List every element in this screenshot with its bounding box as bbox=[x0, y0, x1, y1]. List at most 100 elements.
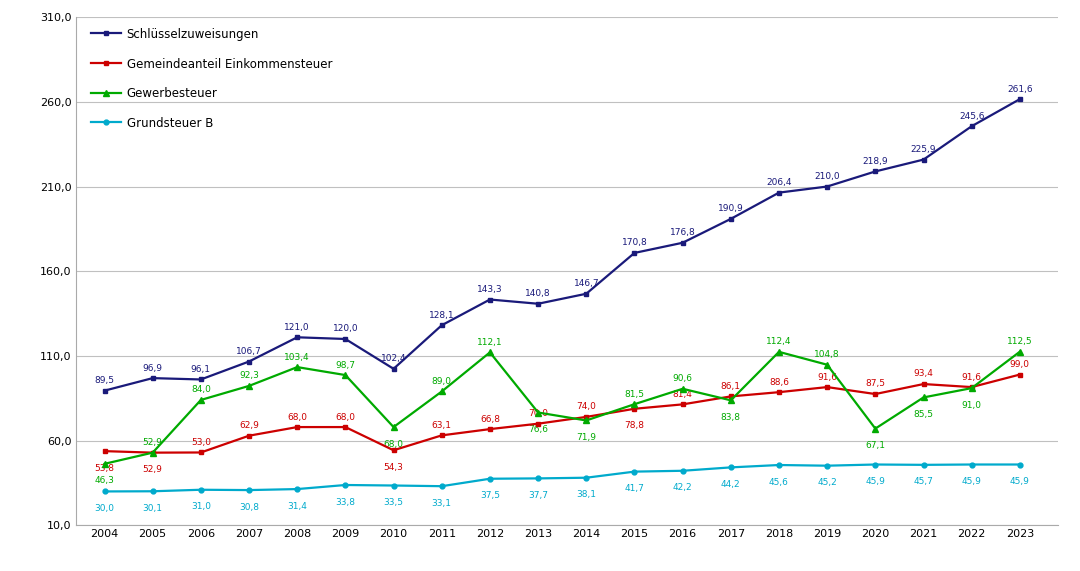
Text: 98,7: 98,7 bbox=[336, 360, 355, 369]
Gewerbesteuer bbox=[291, 364, 303, 371]
Text: 45,7: 45,7 bbox=[914, 477, 933, 486]
Text: 93,4: 93,4 bbox=[914, 369, 933, 379]
Grundsteuer B bbox=[966, 461, 978, 468]
Gemeindeanteil Einkommensteuer bbox=[146, 449, 159, 456]
Grundsteuer B bbox=[821, 463, 834, 469]
Gemeindeanteil Einkommensteuer bbox=[627, 405, 640, 412]
Grundsteuer B bbox=[627, 468, 640, 475]
Text: 45,6: 45,6 bbox=[769, 477, 788, 486]
Gemeindeanteil Einkommensteuer bbox=[676, 401, 689, 408]
Text: 128,1: 128,1 bbox=[429, 311, 455, 320]
Text: 103,4: 103,4 bbox=[284, 352, 310, 361]
Text: 83,8: 83,8 bbox=[720, 413, 741, 422]
Gewerbesteuer bbox=[725, 397, 738, 404]
Grundsteuer B bbox=[194, 486, 207, 493]
Gewerbesteuer bbox=[676, 385, 689, 392]
Schlüsselzuweisungen bbox=[772, 189, 785, 196]
Gemeindeanteil Einkommensteuer bbox=[339, 424, 352, 431]
Text: 31,0: 31,0 bbox=[191, 502, 211, 511]
Text: 37,5: 37,5 bbox=[480, 491, 500, 500]
Text: 91,0: 91,0 bbox=[961, 401, 982, 409]
Line: Schlüsselzuweisungen: Schlüsselzuweisungen bbox=[103, 96, 1023, 393]
Text: 66,8: 66,8 bbox=[480, 415, 500, 424]
Text: 92,3: 92,3 bbox=[239, 371, 259, 380]
Schlüsselzuweisungen bbox=[98, 387, 111, 394]
Gemeindeanteil Einkommensteuer bbox=[868, 391, 881, 397]
Text: 89,0: 89,0 bbox=[432, 377, 451, 386]
Text: 42,2: 42,2 bbox=[673, 483, 692, 492]
Text: 140,8: 140,8 bbox=[525, 289, 551, 298]
Text: 245,6: 245,6 bbox=[959, 112, 985, 120]
Text: 33,8: 33,8 bbox=[336, 497, 355, 506]
Text: 74,0: 74,0 bbox=[577, 403, 596, 411]
Text: 86,1: 86,1 bbox=[720, 382, 741, 391]
Text: 68,0: 68,0 bbox=[287, 412, 307, 421]
Line: Gemeindeanteil Einkommensteuer: Gemeindeanteil Einkommensteuer bbox=[103, 372, 1023, 455]
Text: 63,1: 63,1 bbox=[432, 421, 451, 430]
Gemeindeanteil Einkommensteuer bbox=[725, 393, 738, 400]
Text: 30,1: 30,1 bbox=[143, 504, 163, 513]
Text: 33,1: 33,1 bbox=[432, 498, 451, 508]
Schlüsselzuweisungen bbox=[821, 183, 834, 190]
Grundsteuer B bbox=[435, 482, 448, 489]
Text: 102,4: 102,4 bbox=[381, 354, 406, 363]
Gewerbesteuer bbox=[484, 349, 497, 356]
Gewerbesteuer bbox=[772, 348, 785, 355]
Grundsteuer B bbox=[387, 482, 400, 489]
Text: 120,0: 120,0 bbox=[333, 324, 359, 333]
Text: 68,0: 68,0 bbox=[383, 440, 404, 449]
Gemeindeanteil Einkommensteuer bbox=[917, 381, 930, 388]
Text: 67,1: 67,1 bbox=[865, 441, 886, 450]
Text: 81,5: 81,5 bbox=[624, 389, 645, 399]
Line: Grundsteuer B: Grundsteuer B bbox=[103, 462, 1023, 494]
Schlüsselzuweisungen bbox=[1013, 96, 1026, 103]
Grundsteuer B bbox=[484, 475, 497, 482]
Text: 52,9: 52,9 bbox=[143, 465, 163, 474]
Grundsteuer B bbox=[339, 481, 352, 488]
Text: 76,6: 76,6 bbox=[528, 425, 548, 434]
Text: 70,0: 70,0 bbox=[528, 409, 548, 418]
Text: 106,7: 106,7 bbox=[237, 347, 262, 356]
Gewerbesteuer bbox=[821, 361, 834, 368]
Text: 170,8: 170,8 bbox=[622, 238, 647, 247]
Text: 30,0: 30,0 bbox=[95, 504, 114, 513]
Grundsteuer B bbox=[772, 461, 785, 468]
Gewerbesteuer bbox=[580, 417, 593, 424]
Schlüsselzuweisungen bbox=[676, 239, 689, 246]
Text: 89,5: 89,5 bbox=[95, 376, 114, 385]
Schlüsselzuweisungen bbox=[339, 336, 352, 343]
Schlüsselzuweisungen bbox=[531, 300, 544, 307]
Text: 88,6: 88,6 bbox=[769, 377, 789, 387]
Text: 87,5: 87,5 bbox=[865, 380, 886, 388]
Grundsteuer B bbox=[1013, 461, 1026, 468]
Schlüsselzuweisungen bbox=[917, 156, 930, 163]
Text: 190,9: 190,9 bbox=[718, 204, 744, 214]
Gemeindeanteil Einkommensteuer bbox=[531, 420, 544, 427]
Schlüsselzuweisungen bbox=[484, 296, 497, 303]
Text: 54,3: 54,3 bbox=[383, 463, 404, 472]
Text: 78,8: 78,8 bbox=[624, 421, 645, 431]
Line: Gewerbesteuer: Gewerbesteuer bbox=[102, 348, 1023, 467]
Text: 112,5: 112,5 bbox=[1007, 337, 1032, 346]
Gewerbesteuer bbox=[966, 385, 978, 392]
Grundsteuer B bbox=[725, 464, 738, 471]
Gewerbesteuer bbox=[531, 409, 544, 416]
Schlüsselzuweisungen bbox=[435, 322, 448, 329]
Text: 104,8: 104,8 bbox=[814, 350, 840, 359]
Text: 91,6: 91,6 bbox=[961, 372, 982, 381]
Text: 31,4: 31,4 bbox=[287, 501, 307, 510]
Text: 52,9: 52,9 bbox=[143, 438, 163, 447]
Gewerbesteuer bbox=[435, 388, 448, 395]
Grundsteuer B bbox=[291, 486, 303, 493]
Schlüsselzuweisungen bbox=[725, 215, 738, 222]
Gewerbesteuer bbox=[387, 424, 400, 431]
Gemeindeanteil Einkommensteuer bbox=[772, 389, 785, 396]
Gemeindeanteil Einkommensteuer bbox=[484, 425, 497, 432]
Text: 30,8: 30,8 bbox=[239, 502, 259, 512]
Text: 112,1: 112,1 bbox=[477, 338, 502, 347]
Gemeindeanteil Einkommensteuer bbox=[194, 449, 207, 456]
Grundsteuer B bbox=[917, 461, 930, 468]
Text: 68,0: 68,0 bbox=[336, 412, 355, 421]
Schlüsselzuweisungen bbox=[291, 334, 303, 341]
Text: 210,0: 210,0 bbox=[814, 172, 840, 181]
